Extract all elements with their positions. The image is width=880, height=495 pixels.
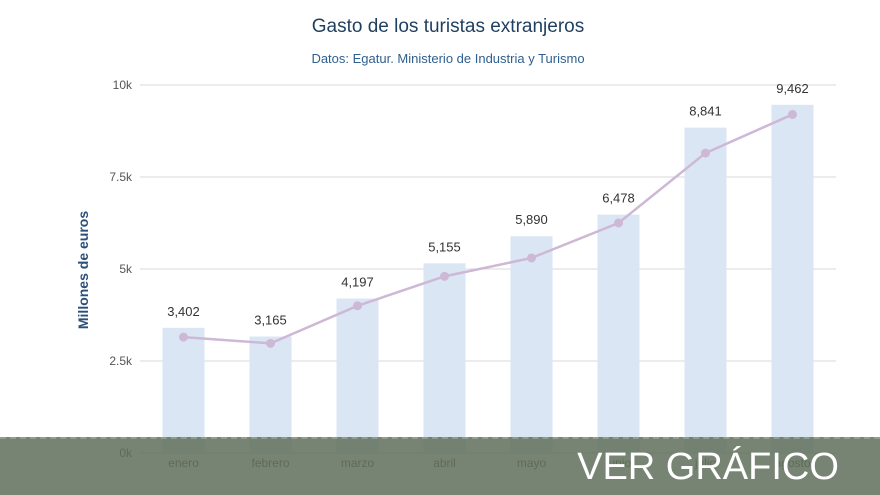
bar bbox=[684, 127, 727, 454]
bar bbox=[597, 214, 640, 453]
data-label: 3,165 bbox=[254, 313, 287, 328]
data-label: 9,462 bbox=[776, 81, 809, 96]
bar bbox=[771, 104, 814, 453]
trend-point bbox=[353, 301, 362, 311]
y-tick-label: 5k bbox=[119, 262, 133, 276]
data-label: 5,890 bbox=[515, 212, 548, 227]
bar bbox=[423, 263, 466, 453]
chart-subtitle: Datos: Egatur. Ministerio de Industria y… bbox=[311, 51, 585, 66]
data-label: 6,478 bbox=[602, 191, 635, 206]
bar bbox=[249, 336, 292, 453]
bar bbox=[336, 298, 379, 453]
trend-point bbox=[614, 218, 623, 228]
data-label: 3,402 bbox=[167, 304, 200, 319]
trend-point bbox=[440, 271, 449, 281]
trend-point bbox=[266, 338, 275, 348]
trend-point bbox=[527, 253, 536, 263]
y-tick-label: 10k bbox=[113, 78, 133, 92]
y-tick-label: 7.5k bbox=[109, 170, 133, 184]
ver-grafico-button[interactable]: VER GRÁFICO bbox=[577, 446, 839, 488]
y-tick-label: 2.5k bbox=[109, 354, 133, 368]
overlay-band bbox=[0, 437, 880, 495]
trend-point bbox=[788, 109, 797, 119]
trend-point bbox=[179, 332, 188, 342]
data-label: 4,197 bbox=[341, 275, 374, 290]
chart-title: Gasto de los turistas extranjeros bbox=[311, 16, 585, 37]
data-label: 5,155 bbox=[428, 239, 461, 254]
bar bbox=[162, 327, 205, 453]
trend-line bbox=[183, 113, 794, 345]
data-label: 8,841 bbox=[689, 104, 722, 119]
bar bbox=[510, 236, 553, 453]
trend-point bbox=[701, 148, 710, 158]
